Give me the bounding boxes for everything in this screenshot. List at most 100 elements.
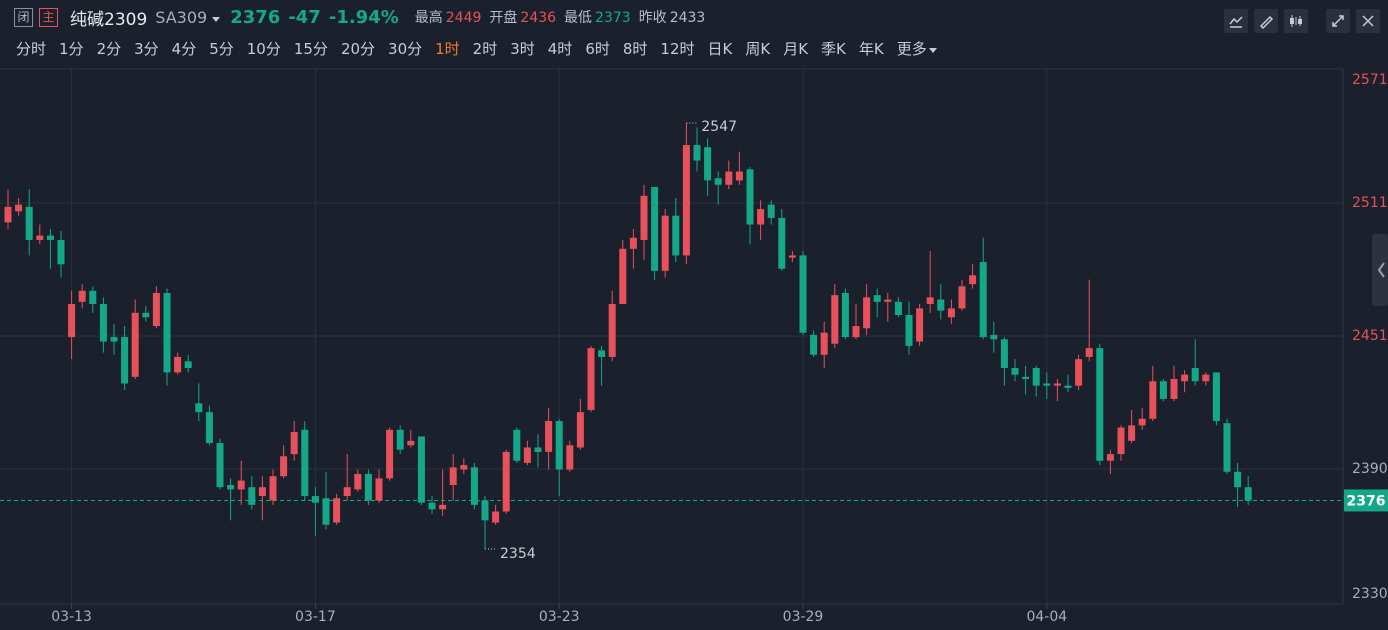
candle-body	[322, 498, 330, 525]
candle-body	[661, 215, 669, 271]
expand-button[interactable]	[1326, 9, 1350, 33]
interval-tab[interactable]: 4分	[171, 39, 197, 58]
candle-body	[110, 337, 118, 342]
candle-body	[1106, 454, 1114, 461]
contract-code[interactable]: SA309	[155, 7, 208, 27]
x-tick-label: 03-17	[295, 609, 336, 625]
stat-value: 2436	[520, 10, 557, 26]
candle-body	[894, 301, 902, 316]
candle-body	[735, 171, 743, 181]
x-tick-label: 03-13	[51, 609, 92, 625]
candle-body	[757, 209, 765, 225]
interval-tab[interactable]: 5分	[209, 39, 234, 58]
candle-body	[78, 290, 86, 302]
stats: 最高 2449 开盘 2436 最低 2373 昨收 2433	[407, 7, 706, 27]
last-price-badge	[1344, 489, 1388, 512]
interval-tabs: 分时 1分 2分 3分 4分 5分 10分 15分 20分 30分 1时 2时 3时 4时 6时 8时 12时日…	[16, 36, 937, 60]
interval-tab[interactable]: 12时	[660, 39, 695, 58]
interval-tab[interactable]: 更多	[896, 39, 927, 58]
last-price-label: 2376	[1347, 493, 1386, 509]
candle-body	[608, 303, 616, 357]
candle-body	[926, 297, 934, 304]
candle-body	[640, 195, 648, 240]
candle-body	[237, 480, 245, 490]
candle-body	[205, 412, 213, 444]
interval-tab[interactable]: 6时	[585, 39, 610, 58]
candle-body	[142, 312, 150, 318]
candle-body	[15, 204, 23, 212]
candle-body	[184, 361, 192, 369]
interval-tab[interactable]: 10分	[246, 39, 281, 58]
candle-body	[863, 297, 871, 329]
interval-tab[interactable]: 日K	[707, 39, 733, 58]
candle-body	[121, 337, 129, 384]
interval-tab[interactable]: 2分	[96, 39, 122, 58]
candle-body	[1181, 374, 1189, 382]
stat-label: 昨收	[638, 10, 667, 26]
more-caret	[928, 47, 937, 53]
dropdown-caret[interactable]	[212, 16, 221, 22]
interval-tab[interactable]: 1分	[59, 39, 84, 58]
candle-body	[831, 295, 839, 344]
candle-body	[502, 451, 510, 512]
interval-tab[interactable]: 20分	[340, 39, 376, 58]
interval-tab[interactable]: 3分	[134, 39, 159, 58]
candle-body	[884, 299, 892, 302]
candle-body	[216, 443, 224, 488]
candle-body	[439, 504, 447, 510]
candle-body	[407, 440, 415, 446]
stat-value: 2373	[595, 10, 631, 26]
candle-body	[714, 178, 722, 185]
candle-body	[258, 487, 266, 497]
interval-tab[interactable]: 季K	[821, 39, 846, 58]
interval-tab[interactable]: 8时	[622, 39, 648, 58]
candle-body	[354, 473, 362, 490]
candle-body	[68, 303, 76, 338]
candle-body	[290, 432, 298, 455]
candle-body	[693, 145, 701, 161]
candle-body	[131, 312, 139, 377]
candle-body	[937, 299, 945, 311]
candle-body	[523, 447, 531, 463]
candle-body	[566, 445, 574, 470]
interval-tab[interactable]: 分时	[16, 39, 47, 58]
candle-body	[725, 171, 733, 185]
interval-tab[interactable]: 2时	[472, 39, 498, 58]
candle-body	[1117, 427, 1125, 455]
interval-tab[interactable]: 年K	[858, 39, 884, 58]
stat-label: 最高	[414, 10, 443, 26]
candle-body	[470, 467, 478, 505]
interval-tab[interactable]: 周K	[745, 39, 771, 58]
candle-body	[1223, 423, 1231, 472]
indicator-button[interactable]	[1224, 9, 1248, 33]
x-tick-label: 04-04	[1026, 609, 1067, 625]
interval-tab[interactable]: 1时	[435, 39, 460, 58]
interval-tab[interactable]: 30分	[388, 39, 423, 58]
candle-body	[979, 262, 987, 338]
candle-body	[841, 292, 849, 338]
candle-style-button[interactable]	[1284, 9, 1308, 33]
interval-tab[interactable]: 4时	[547, 39, 573, 58]
candle-body	[619, 248, 627, 304]
stat-label: 最低	[564, 10, 593, 26]
candle-body	[682, 145, 690, 256]
mode-badge[interactable]: 主	[39, 7, 58, 27]
candle-body	[1085, 348, 1093, 357]
candle-body	[746, 169, 754, 225]
chevron-icon	[1377, 262, 1385, 278]
interval-tab[interactable]: 15分	[293, 39, 328, 58]
interval-tab[interactable]: 3时	[510, 39, 535, 58]
interval-tab[interactable]: 月K	[783, 39, 809, 58]
close-button[interactable]	[1356, 9, 1380, 33]
candle-body	[375, 478, 383, 501]
draw-button[interactable]	[1254, 9, 1278, 33]
status-badge: 闭	[14, 7, 33, 27]
candle-body	[916, 308, 924, 342]
candle-body	[417, 436, 425, 503]
candle-body	[1244, 487, 1252, 501]
candle-body	[46, 235, 54, 240]
y-tick-label: 2571	[1352, 72, 1388, 88]
candle-body	[1053, 383, 1061, 386]
candle-body	[333, 498, 341, 523]
